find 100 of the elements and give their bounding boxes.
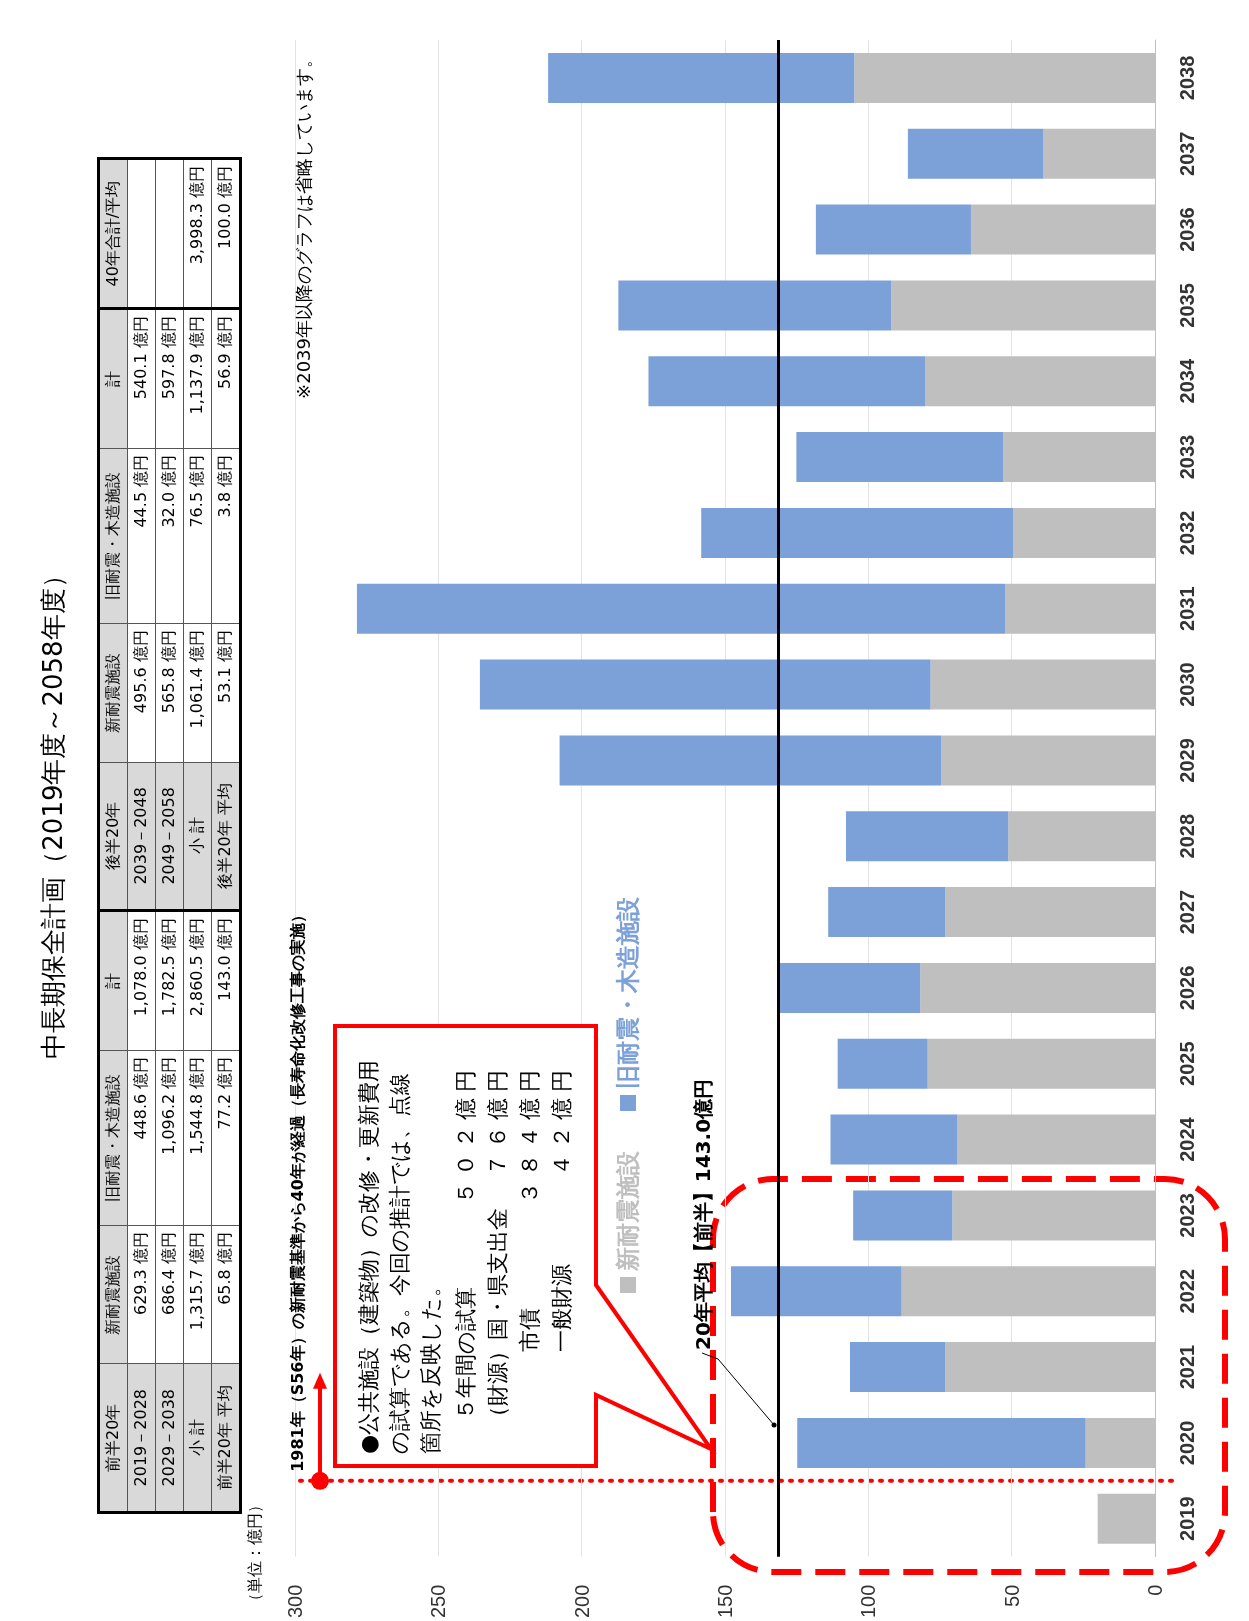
annotation: ●公共施設（建築物）の改修・更新費用の試算である。今回の推計では、点線箇所を反映した。 — [355, 1058, 444, 1454]
text: 小 計 — [183, 1363, 212, 1513]
text: 1,315.7 億円 — [183, 1225, 212, 1364]
x-tick-label: 300 — [284, 1584, 306, 1619]
text: 2019－2028 — [127, 1363, 156, 1513]
text: 1,078.0 億円 — [127, 910, 156, 1051]
text: 629.3 億円 — [127, 1225, 156, 1364]
text: 77.2 億円 — [211, 1050, 241, 1226]
bar — [815, 204, 971, 255]
text: 小 計 — [183, 762, 212, 911]
bar — [559, 735, 942, 786]
y-tick-label: 2035 — [1176, 283, 1198, 328]
bar — [845, 811, 1009, 862]
bar — [701, 507, 1014, 558]
y-tick-label: 2024 — [1176, 1116, 1198, 1162]
y-tick-label: 2028 — [1176, 813, 1198, 859]
bar — [830, 1114, 958, 1165]
text: 中長期保全計画（2019年度～2058年度） — [37, 561, 69, 1061]
text: 前半20年 平均 — [211, 1363, 241, 1513]
y-tick-label: 2037 — [1176, 131, 1198, 176]
text: 旧耐震・木造施設 — [613, 897, 643, 1089]
text: 540.1 億円 — [127, 308, 156, 449]
text: 44.5 億円 — [127, 448, 156, 624]
bar — [797, 1417, 1086, 1468]
bar — [796, 432, 1004, 483]
bar — [837, 1038, 928, 1089]
text: 100.0 億円 — [211, 158, 241, 309]
text: 448.6 億円 — [127, 1050, 156, 1226]
annotation: ※2039年以降のグラフは省略しています。 — [292, 50, 315, 399]
x-tick-label: 100 — [857, 1584, 880, 1619]
ref-line-label: 20年平均【前半】143.0億円 — [690, 1078, 717, 1350]
text: 65.8 億円 — [211, 1225, 241, 1364]
annotation: 市債 — [516, 1308, 543, 1352]
bar — [731, 1266, 902, 1317]
y-tick-label: 2032 — [1176, 510, 1198, 556]
category-label: 旧耐震・木造施設 — [98, 448, 128, 624]
text: 2039－2048 — [127, 762, 156, 911]
y-tick-label: 2025 — [1176, 1041, 1198, 1086]
text: 1,061.4 億円 — [183, 623, 212, 763]
annotation: ５年間の試算 — [452, 1287, 479, 1420]
text: 後半20年 平均 — [211, 762, 241, 911]
annotation: 一般財源 — [548, 1264, 575, 1352]
category-label: 計 — [98, 308, 128, 449]
y-tick-label: 2034 — [1176, 358, 1198, 404]
bar — [828, 887, 946, 938]
bar — [356, 583, 1006, 634]
text: 686.4 億円 — [155, 1225, 184, 1364]
y-tick-label: 2020 — [1176, 1420, 1198, 1466]
text: 32.0 億円 — [155, 448, 184, 624]
text: 1,137.9 億円 — [183, 308, 212, 449]
text: 1,782.5 億円 — [155, 910, 184, 1051]
y-tick-label: 2038 — [1176, 55, 1198, 101]
bar — [853, 1190, 953, 1241]
category-label: 前半20年 — [98, 1363, 128, 1513]
bar — [479, 659, 931, 710]
text: 495.6 億円 — [127, 623, 156, 763]
text: 2029－2038 — [155, 1363, 184, 1513]
bar — [907, 128, 1044, 179]
text: 53.1 億円 — [211, 623, 241, 763]
bar — [648, 356, 926, 407]
y-tick-label: 2033 — [1176, 434, 1198, 480]
bar — [778, 962, 921, 1013]
y-tick-label: 2031 — [1176, 586, 1198, 631]
text: 1,544.8 億円 — [183, 1050, 212, 1226]
category-label: 新耐震施設 — [98, 623, 128, 763]
category-label: 旧耐震・木造施設 — [98, 1050, 128, 1226]
annotation: ３８４億円 — [516, 1064, 543, 1204]
y-tick-label: 2022 — [1176, 1268, 1198, 1314]
y-tick-label: 2026 — [1176, 965, 1198, 1011]
category-label: 40年合計/平均 — [98, 158, 128, 309]
annotation: ５０２億円 — [452, 1064, 479, 1204]
bar — [618, 280, 892, 331]
ref-line-label: 1981年（S56年）の新耐震基準から40年が経過（長寿命化改修工事の実施） — [288, 907, 308, 1472]
text: 143.0 億円 — [211, 910, 241, 1051]
y-tick-label: 2036 — [1176, 207, 1198, 252]
annotation: ７６億円 — [484, 1064, 511, 1176]
y-tick-label: 2021 — [1176, 1344, 1198, 1390]
y-tick-label: 2023 — [1176, 1193, 1198, 1238]
bar — [849, 1342, 946, 1393]
y-tick-label: 2019 — [1176, 1496, 1198, 1541]
x-tick-label: 150 — [714, 1584, 736, 1619]
annotation: ４２億円 — [548, 1064, 575, 1176]
y-tick-label: 2030 — [1176, 662, 1198, 707]
text: （単位：億円） — [245, 1497, 265, 1609]
text: 2049－2058 — [155, 762, 184, 911]
annotation: （財源）国・県支出金 — [484, 1208, 511, 1428]
text: 56.9 億円 — [211, 308, 241, 449]
x-tick-label: 250 — [427, 1584, 450, 1619]
y-tick-label: 2027 — [1176, 889, 1198, 935]
category-label: 計 — [98, 910, 128, 1051]
x-tick-label: 0 — [1144, 1584, 1166, 1596]
bar — [548, 52, 855, 103]
text: 76.5 億円 — [183, 448, 212, 624]
text: 2,860.5 億円 — [183, 910, 212, 1051]
category-label: 後半20年 — [98, 762, 128, 911]
text: 1,096.2 億円 — [155, 1050, 184, 1226]
text: 3,998.3 億円 — [183, 158, 212, 309]
text: 597.8 億円 — [155, 308, 184, 449]
text: 新耐震施設 — [613, 1151, 643, 1271]
x-tick-label: 200 — [570, 1584, 593, 1619]
